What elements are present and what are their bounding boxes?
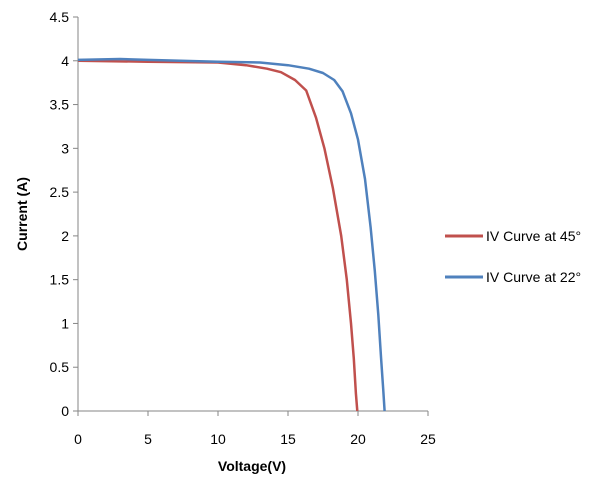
y-tick-label: 2.5 xyxy=(50,184,70,200)
x-tick-label: 20 xyxy=(350,431,366,447)
y-tick-label: 0 xyxy=(61,403,69,419)
series-lines xyxy=(77,57,386,412)
x-axis-ticks: 0 5 10 15 20 25 xyxy=(74,411,436,447)
y-tick-label: 3.5 xyxy=(50,97,70,113)
x-tick-label: 10 xyxy=(210,431,226,447)
y-tick-label: 1 xyxy=(61,315,69,331)
legend-label-45: IV Curve at 45° xyxy=(486,228,581,244)
y-tick-label: 4.5 xyxy=(50,9,70,25)
x-tick-label: 15 xyxy=(280,431,296,447)
y-tick-label: 1.5 xyxy=(50,272,70,288)
axes xyxy=(77,17,428,412)
series-line-0 xyxy=(77,59,359,412)
y-axis-ticks: 0 0.5 1 1.5 2 2.5 3 3.5 4 4.5 xyxy=(50,9,78,419)
x-axis-title: Voltage(V) xyxy=(218,458,286,474)
y-axis-title: Current (A) xyxy=(14,177,30,251)
y-tick-label: 3 xyxy=(61,140,69,156)
y-tick-label: 0.5 xyxy=(50,359,70,375)
x-tick-label: 5 xyxy=(144,431,152,447)
y-tick-label: 2 xyxy=(61,228,69,244)
series-line-1 xyxy=(77,57,386,412)
x-tick-label: 25 xyxy=(420,431,436,447)
y-tick-label: 4 xyxy=(61,53,69,69)
legend: IV Curve at 45° IV Curve at 22° xyxy=(445,228,581,285)
legend-label-22: IV Curve at 22° xyxy=(486,269,581,285)
x-tick-label: 0 xyxy=(74,431,82,447)
